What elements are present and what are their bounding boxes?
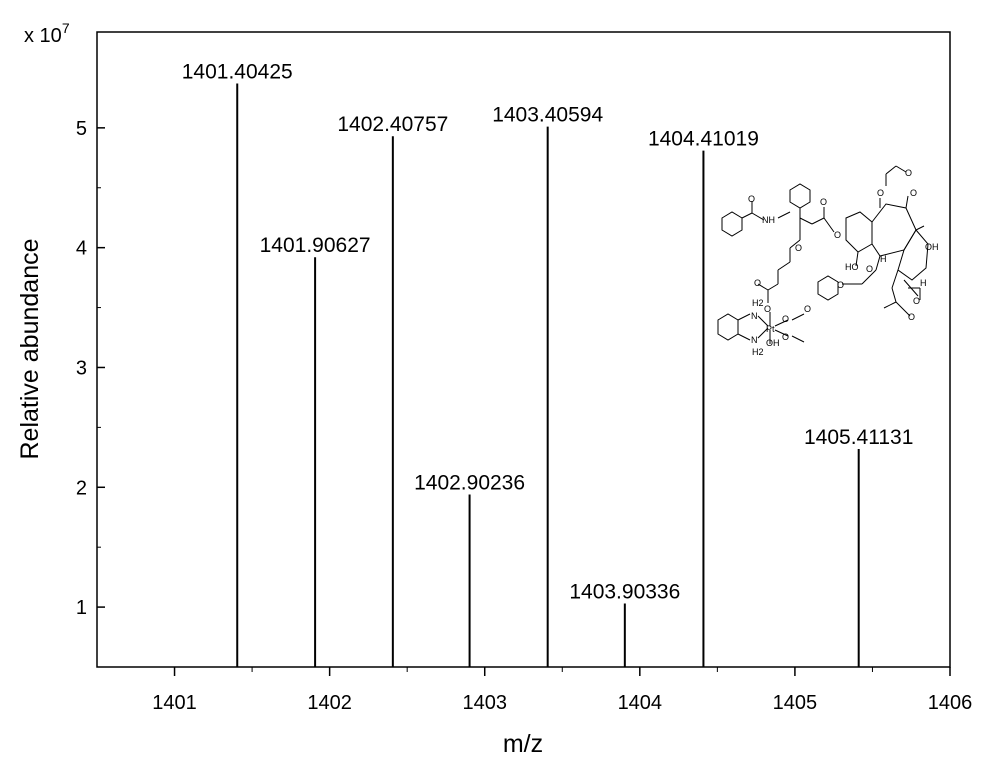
taxane-ring-b: [871, 203, 917, 257]
svg-text:N: N: [751, 335, 758, 345]
peak-label: 1403.40594: [492, 104, 603, 127]
peak-labels: 1401.40425 1401.90627 1402.40757 1402.90236…: [182, 61, 914, 604]
phenyl-ring: [789, 183, 811, 209]
x-axis-title: m/z: [503, 730, 543, 758]
peak-label: 1403.90336: [569, 581, 680, 604]
svg-text:H: H: [880, 254, 887, 264]
x-tick-label: 1404: [618, 692, 663, 714]
svg-text:O: O: [804, 304, 811, 314]
x-axis-ticks: 1401 1402 1403 1404 1405 1406: [152, 667, 972, 714]
svg-text:OH: OH: [766, 338, 780, 348]
taxane-ring-c: [897, 229, 929, 281]
svg-text:Pt: Pt: [766, 324, 775, 334]
peak-label: 1404.41019: [648, 128, 759, 151]
x-tick-label: 1401: [152, 692, 197, 714]
svg-text:O: O: [764, 304, 771, 314]
benzoyl-ring-2: [817, 275, 839, 301]
peaks: [236, 83, 860, 667]
svg-text:O: O: [782, 332, 789, 342]
cyclohexane-ring: [717, 313, 739, 341]
taxane-ring-a: [845, 211, 873, 253]
y-axis-title: Relative abundance: [16, 239, 44, 460]
svg-text:O: O: [908, 312, 915, 322]
y-tick-label: 5: [76, 118, 87, 140]
peak-label: 1401.40425: [182, 61, 293, 84]
y-multiplier-label: x 107: [24, 20, 70, 47]
chemical-structure-inset: [717, 165, 929, 344]
y-axis-ticks: 1 2 3 4 5: [76, 118, 105, 619]
peak-label: 1405.41131: [804, 426, 913, 449]
svg-text:O: O: [910, 188, 917, 198]
y-tick-label: 4: [76, 238, 87, 260]
svg-text:H2: H2: [752, 347, 764, 357]
svg-text:O: O: [754, 278, 761, 288]
x-tick-label: 1406: [928, 692, 973, 714]
svg-text:N: N: [751, 311, 758, 321]
x-tick-label: 1402: [307, 692, 352, 714]
svg-text:O: O: [834, 230, 841, 240]
svg-text:O: O: [913, 296, 920, 306]
y-tick-label: 3: [76, 357, 87, 379]
svg-text:O: O: [877, 188, 884, 198]
peak-label: 1402.40757: [337, 113, 448, 136]
svg-text:O: O: [748, 194, 755, 204]
svg-text:NH: NH: [762, 215, 775, 225]
svg-text:HO: HO: [845, 262, 859, 272]
svg-text:H2: H2: [752, 298, 764, 308]
structure-atom-labels: NH O O O O O O O O O O O O OH HO H H O H…: [748, 168, 939, 357]
svg-text:O: O: [837, 280, 844, 290]
plot-frame: [96, 31, 951, 668]
svg-text:H: H: [920, 278, 927, 288]
svg-text:O: O: [820, 197, 827, 207]
y-tick-label: 2: [76, 477, 87, 499]
y-tick-label: 1: [76, 597, 87, 619]
benzoyl-ring-1: [721, 211, 743, 237]
svg-text:OH: OH: [925, 242, 939, 252]
svg-text:O: O: [795, 243, 802, 253]
x-tick-label: 1405: [773, 692, 818, 714]
svg-text:O: O: [782, 314, 789, 324]
peak-label: 1401.90627: [260, 234, 371, 257]
svg-text:O: O: [866, 264, 873, 274]
x-tick-label: 1403: [462, 692, 507, 714]
svg-text:O: O: [905, 168, 912, 178]
peak-label: 1402.90236: [414, 471, 525, 494]
